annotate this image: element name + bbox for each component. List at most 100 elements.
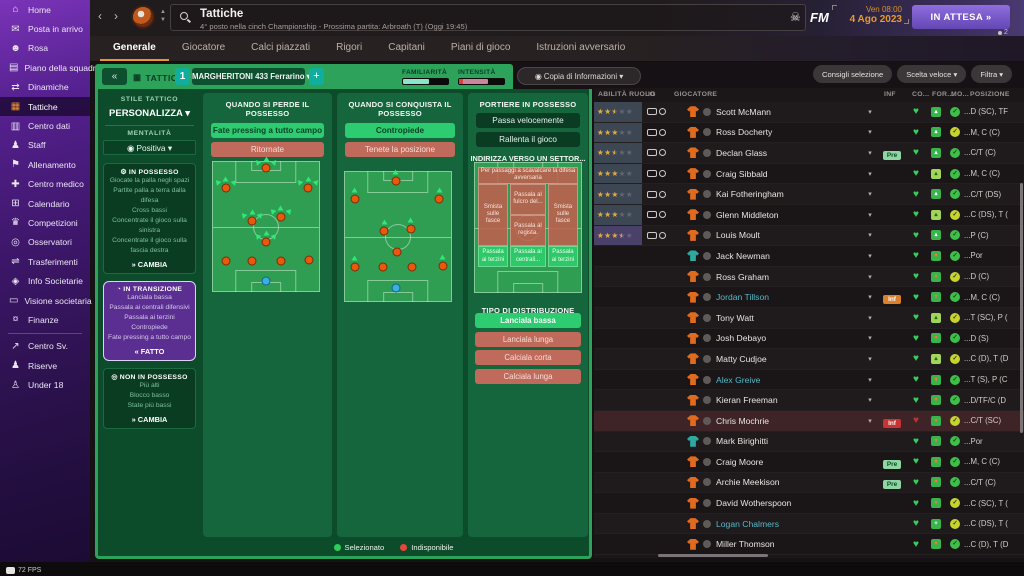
table-row[interactable]: Matty Cudjoe ▾ ♥ ▴ ✓ ...C (D), T (D <box>594 349 1024 370</box>
position-dropdown-icon[interactable]: ▾ <box>868 232 872 240</box>
table-row[interactable]: Mark Birighitti ♥ ▾ ✓ ...Por <box>594 431 1024 453</box>
position-dropdown-icon[interactable]: ▾ <box>868 294 872 302</box>
instruction-button-tenete-la-posizione[interactable]: Tenete la posizione <box>345 141 455 157</box>
position-dropdown-icon[interactable]: ▾ <box>868 108 872 116</box>
player-dot[interactable] <box>253 230 279 247</box>
sidebar-item-scouting[interactable]: ◎ Osservatori <box>0 233 90 252</box>
card-in-possesso[interactable]: ⚙ IN POSSESSO Giocate la palla negli spaz… <box>103 162 196 274</box>
player-dot[interactable] <box>407 262 417 272</box>
position-dropdown-icon[interactable]: ▾ <box>868 149 872 157</box>
sidebar-item-under-18[interactable]: ♙ Under 18 <box>0 375 90 394</box>
player-dot-goalkeeper[interactable] <box>261 276 271 286</box>
player-dot[interactable] <box>392 247 402 257</box>
action-button-scelta[interactable]: Scelta veloce ▾ <box>897 65 967 83</box>
table-row[interactable]: Kieran Freeman ▾ ♥ ▾ ✓ ...D/TF/C (D <box>594 390 1024 411</box>
player-dot[interactable] <box>438 254 448 271</box>
player-dot[interactable] <box>350 187 360 204</box>
sidebar-item-data-hub[interactable]: ▥ Centro dati <box>0 116 90 135</box>
table-row[interactable]: Archie Meekison Pre ♥ ▾ ✓ ...C/T (C) <box>594 472 1024 494</box>
player-dot-goalkeeper[interactable] <box>391 283 401 293</box>
player-dot[interactable] <box>304 255 314 265</box>
position-dropdown-icon[interactable]: ▾ <box>868 397 872 405</box>
tactic-name-dropdown[interactable]: MARGHERITONI 433 Ferrarino ▾ <box>192 68 311 85</box>
crest-down-icon[interactable]: ▼ <box>160 17 166 23</box>
player-dot[interactable] <box>213 176 239 193</box>
table-row[interactable]: ★★★★★★★★★★ Ross Docherty ▾ ♥ ▴ ✓ ...M, C (C) <box>594 122 1024 144</box>
horizontal-scrollbar[interactable] <box>658 554 768 557</box>
gk-button-passa-velocemente[interactable]: Passa velocemente <box>476 113 580 129</box>
player-dot[interactable] <box>379 219 389 236</box>
player-dot[interactable] <box>378 262 388 272</box>
card-action-button[interactable]: » CAMBIA <box>131 259 168 269</box>
club-crest[interactable] <box>131 5 155 29</box>
column-header-0[interactable]: ABILITÀ RUOLO <box>598 91 656 98</box>
table-row[interactable]: Chris Mochrie ▾ Inf ♥ ▾ ✓ ...C/T (SC) <box>594 410 1024 432</box>
sidebar-item-staff[interactable]: ♟ Staff <box>0 136 90 155</box>
gk-button-rallenta-il-gioco[interactable]: Rallenta il gioco <box>476 132 580 148</box>
position-dropdown-icon[interactable]: ▾ <box>868 314 872 322</box>
distribution-zone[interactable]: Passala ai terzini <box>548 245 578 268</box>
position-dropdown-icon[interactable]: ▾ <box>868 252 872 260</box>
position-dropdown-icon[interactable]: ▾ <box>868 376 872 384</box>
table-row[interactable]: Jordan Tillson ▾ Inf ♥ ▾ ✓ ...M, C (C) <box>594 287 1024 308</box>
tab-istruzioni-avversario[interactable]: Istruzioni avversario <box>536 42 626 53</box>
table-row[interactable]: Josh Debayo ▾ ♥ ▾ ✓ ...D (S) <box>594 328 1024 350</box>
player-dot[interactable] <box>350 255 360 272</box>
position-dropdown-icon[interactable]: ▾ <box>868 129 872 137</box>
sidebar-item-inbox[interactable]: ✉ Posta in arrivo <box>0 19 90 38</box>
tab-capitani[interactable]: Capitani <box>388 42 425 53</box>
sidebar-item-squad[interactable]: ☻ Rosa <box>0 39 90 58</box>
position-dropdown-icon[interactable]: ▾ <box>868 273 872 281</box>
distribution-zone[interactable]: Passala ai terzini <box>478 245 508 268</box>
copy-info-dropdown[interactable]: ◉ Copia di Informazioni ▾ <box>517 67 641 85</box>
distribution-option-lanciala-bassa[interactable]: Lanciala bassa <box>475 313 581 328</box>
table-row[interactable]: ★★★★★★★★★★ Craig Sibbald ▾ ♥ ▴ ✓ ...M, C (C) <box>594 163 1024 185</box>
table-row[interactable]: ★★★★★★★★★★ Louis Moult ▾ ♥ ▴ ✓ ...P (C) <box>594 225 1024 247</box>
player-dot[interactable] <box>221 256 231 266</box>
sidebar-item-dev-centre[interactable]: ↗ Centro Sv. <box>0 337 90 356</box>
distribution-zone[interactable]: Passala al regista. <box>509 214 546 246</box>
player-dot[interactable] <box>434 187 444 204</box>
sidebar-item-reserves[interactable]: ♟ Riserve <box>0 356 90 375</box>
add-tactic-button[interactable]: + <box>309 68 324 85</box>
distribution-zone[interactable]: Smista sulle fasce <box>478 183 508 246</box>
player-dot[interactable] <box>391 169 401 186</box>
sidebar-item-finances[interactable]: ¤ Finanze <box>0 310 90 329</box>
sidebar-item-squad-planner[interactable]: ▤ Piano della squadra <box>0 58 100 77</box>
distribution-zone[interactable]: Passala ai centrali... <box>509 245 546 268</box>
table-row[interactable]: Tony Watt ▾ ♥ ▴ ✓ ...T (SC), P ( <box>594 307 1024 329</box>
sidebar-item-schedule[interactable]: ⊞ Calendario <box>0 194 90 213</box>
tab-piani-di-gioco[interactable]: Piani di gioco <box>450 42 511 53</box>
tab-giocatore[interactable]: Giocatore <box>181 42 226 53</box>
distribution-zone[interactable]: Passala al fulcro del... <box>509 183 546 215</box>
vertical-scrollbar[interactable] <box>1020 183 1023 433</box>
player-dot[interactable] <box>239 209 265 226</box>
instruction-button-ritornate[interactable]: Ritornate <box>211 141 324 157</box>
player-dot[interactable] <box>253 156 279 173</box>
player-dot[interactable] <box>406 217 416 234</box>
position-dropdown-icon[interactable]: ▾ <box>868 355 872 363</box>
distribution-option-calciala-lunga[interactable]: Calciala lunga <box>475 368 581 384</box>
distribution-option-calciala-corta[interactable]: Calciala corta <box>475 350 581 365</box>
sidebar-item-competitions[interactable]: ♛ Competizioni <box>0 213 90 232</box>
position-dropdown-icon[interactable]: ▾ <box>868 211 872 219</box>
player-dot[interactable] <box>247 256 257 266</box>
sidebar-item-club-info[interactable]: ◈ Info Societarie <box>0 271 90 290</box>
table-row[interactable]: ★★★★★★★★★★ Glenn Middleton ▾ ♥ ▴ ✓ ...C (DS), … <box>594 204 1024 226</box>
card-action-button[interactable]: « FATTO <box>134 347 165 357</box>
player-dot[interactable] <box>268 205 294 222</box>
mentality-dropdown[interactable]: ◉ Positiva ▾ <box>103 140 196 155</box>
sidebar-item-medical-centre[interactable]: ✚ Centro medico <box>0 175 90 194</box>
sidebar-item-transfers[interactable]: ⇌ Trasferimenti <box>0 252 90 271</box>
column-header-6[interactable]: MO... <box>951 91 970 98</box>
crest-up-icon[interactable]: ▲ <box>160 9 166 15</box>
position-dropdown-icon[interactable]: ▾ <box>868 335 872 343</box>
position-dropdown-icon[interactable]: ▾ <box>868 170 872 178</box>
player-dot[interactable] <box>276 256 286 266</box>
player-dot[interactable] <box>295 176 321 193</box>
assistant-skull-icon[interactable]: ☠ <box>790 10 801 24</box>
column-header-2[interactable]: GIOCATORE <box>674 91 718 98</box>
column-header-1[interactable]: IG <box>648 91 656 98</box>
table-row[interactable]: Jack Newman ▾ ♥ ▾ ✓ ...Por <box>594 246 1024 267</box>
distribution-option-lanciala-lunga[interactable]: Lanciala lunga <box>475 331 581 347</box>
